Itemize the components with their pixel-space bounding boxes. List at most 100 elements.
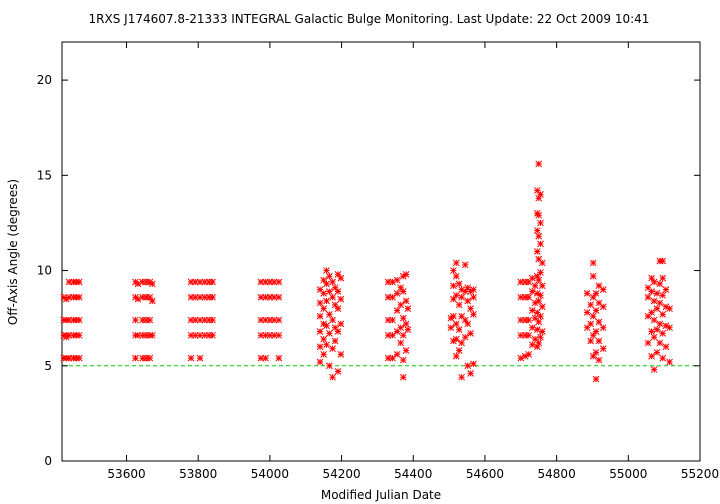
data-point: [132, 354, 139, 362]
data-point: [650, 278, 658, 286]
data-point: [653, 326, 661, 333]
data-point: [648, 328, 655, 335]
data-point: [458, 373, 465, 381]
data-point: [399, 331, 407, 339]
x-tick-label: 53600: [107, 467, 145, 481]
data-point: [595, 299, 603, 307]
data-point: [659, 330, 667, 337]
y-tick-label: 10: [37, 264, 52, 278]
data-point: [402, 320, 410, 328]
data-point: [209, 278, 216, 286]
data-point: [326, 288, 333, 295]
data-point: [452, 352, 460, 360]
data-point: [452, 272, 460, 280]
data-point: [326, 362, 333, 370]
data-point: [320, 305, 328, 312]
data-point: [599, 324, 607, 332]
data-point: [650, 333, 658, 341]
data-point: [329, 373, 336, 381]
data-point: [666, 324, 673, 332]
data-point: [662, 286, 670, 293]
data-point: [209, 293, 216, 301]
data-point: [452, 335, 460, 343]
data-point: [389, 331, 396, 339]
data-point: [389, 293, 396, 301]
data-point: [461, 333, 469, 341]
data-point: [535, 255, 543, 263]
data-point: [334, 328, 342, 335]
x-tick-label: 55200: [681, 467, 719, 481]
data-point: [329, 293, 336, 301]
data-point: [537, 333, 544, 341]
data-point: [533, 343, 541, 351]
data-point: [470, 293, 477, 301]
data-point: [337, 274, 345, 282]
data-point: [537, 240, 544, 248]
data-point: [337, 350, 345, 358]
x-tick-label: 53800: [179, 467, 217, 481]
data-point: [587, 301, 595, 309]
data-point: [393, 307, 401, 314]
y-tick-label: 0: [44, 454, 52, 468]
plot-area-frame: [61, 41, 701, 462]
data-point: [528, 307, 536, 314]
data-point: [538, 282, 546, 290]
data-point: [402, 271, 410, 278]
data-point: [326, 272, 333, 280]
data-point: [644, 293, 652, 301]
data-point: [450, 312, 457, 320]
data-point: [464, 297, 472, 305]
data-point: [275, 278, 283, 286]
data-point: [316, 312, 324, 320]
data-point: [329, 345, 336, 352]
data-point: [323, 280, 330, 288]
data-point: [450, 295, 457, 303]
chart-title: 1RXS J174607.8-21333 INTEGRAL Galactic B…: [89, 12, 650, 26]
data-point: [587, 337, 595, 345]
x-tick-label: 54600: [466, 467, 504, 481]
data-point: [146, 316, 154, 324]
data-point: [334, 368, 342, 375]
data-point: [331, 301, 339, 309]
x-axis-ticks: 53600 53800 54000 54200 54400 54600 54800 55000…: [107, 42, 719, 481]
data-point: [537, 312, 544, 320]
data-point: [589, 352, 597, 360]
data-point: [470, 286, 477, 293]
data-point: [337, 320, 345, 328]
data-point: [316, 299, 324, 307]
data-point: [648, 309, 655, 316]
data-point: [592, 328, 600, 335]
data-point: [275, 331, 283, 339]
data-point: [537, 191, 544, 198]
data-point: [393, 290, 401, 297]
x-tick-label: 54200: [322, 467, 360, 481]
data-point: [334, 288, 342, 295]
data-point: [525, 316, 533, 324]
data-point: [535, 276, 543, 284]
data-point: [402, 297, 410, 305]
data-point: [275, 354, 283, 362]
data-point: [659, 291, 667, 299]
data-point: [538, 259, 546, 267]
data-point: [528, 274, 536, 282]
data-point: [656, 320, 664, 328]
data-point: [599, 286, 607, 293]
data-point: [452, 259, 460, 267]
data-point: [644, 339, 652, 347]
data-point: [648, 352, 655, 360]
data-point: [464, 320, 472, 328]
data-point: [326, 330, 333, 337]
data-point: [653, 290, 661, 297]
x-tick-label: 54800: [538, 467, 576, 481]
data-point: [659, 274, 667, 282]
data-point: [528, 324, 536, 332]
data-point: [592, 349, 600, 356]
data-points: [60, 160, 673, 383]
data-point: [537, 291, 544, 299]
data-point: [461, 316, 469, 324]
data-point: [587, 320, 595, 328]
data-point: [525, 331, 533, 339]
data-point: [331, 324, 339, 332]
data-point: [589, 331, 597, 339]
